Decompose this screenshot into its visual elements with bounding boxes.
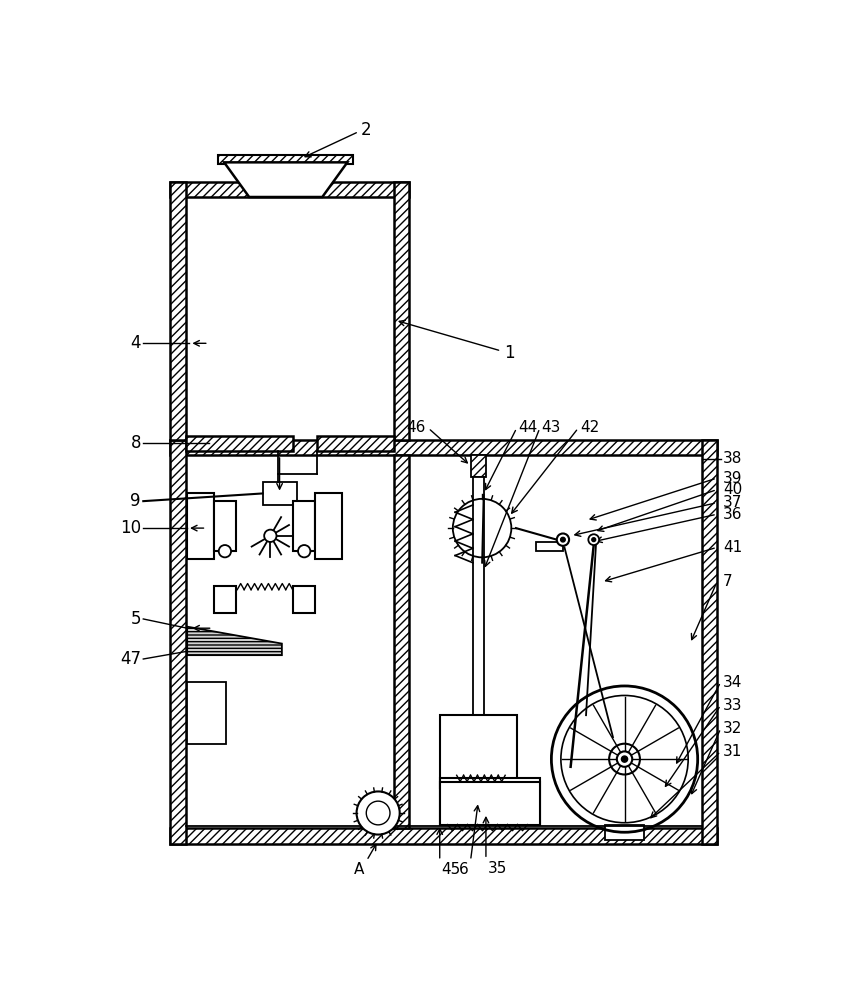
Text: 32: 32 (723, 721, 742, 736)
Circle shape (264, 530, 277, 542)
Text: 37: 37 (723, 495, 742, 510)
Bar (170, 440, 186, 844)
Text: 1: 1 (504, 344, 515, 362)
Bar (187, 493, 214, 559)
Polygon shape (224, 162, 348, 197)
Bar (315, 493, 342, 559)
Text: 41: 41 (723, 540, 742, 555)
Bar (262, 482, 297, 505)
Text: 8: 8 (130, 434, 141, 452)
Bar (475, 729, 482, 775)
Text: 44: 44 (518, 420, 538, 435)
Circle shape (609, 744, 640, 774)
Polygon shape (187, 627, 282, 655)
Text: 9: 9 (130, 492, 141, 510)
Text: 2: 2 (361, 121, 371, 139)
Text: 34: 34 (723, 675, 742, 690)
Bar (170, 182, 409, 197)
Bar (394, 182, 409, 440)
Text: 4: 4 (130, 334, 141, 352)
Bar (186, 436, 293, 451)
Bar (293, 586, 315, 613)
Bar (187, 682, 226, 744)
Text: 35: 35 (487, 861, 507, 876)
Bar (440, 778, 540, 825)
Text: 6: 6 (459, 862, 469, 877)
Bar (440, 782, 540, 825)
Circle shape (298, 545, 310, 557)
Bar (170, 440, 717, 455)
Bar (317, 436, 394, 451)
Bar (218, 155, 354, 164)
Bar (605, 825, 644, 840)
Circle shape (556, 533, 569, 546)
Bar (440, 715, 516, 788)
Text: 45: 45 (441, 862, 461, 877)
Bar (214, 501, 236, 551)
Text: 5: 5 (130, 610, 141, 628)
Circle shape (617, 751, 632, 767)
Text: 40: 40 (723, 482, 742, 497)
Circle shape (592, 538, 596, 542)
Bar (536, 542, 563, 551)
Circle shape (621, 756, 628, 762)
Bar (394, 455, 409, 828)
Bar (473, 477, 484, 715)
Text: 7: 7 (723, 574, 733, 589)
Text: 33: 33 (723, 698, 743, 713)
Text: 38: 38 (723, 451, 742, 466)
Circle shape (589, 534, 599, 545)
Text: 31: 31 (723, 744, 742, 759)
Text: 47: 47 (120, 650, 141, 668)
Circle shape (219, 545, 231, 557)
Circle shape (561, 537, 565, 542)
Bar (214, 586, 236, 613)
Text: 10: 10 (120, 519, 141, 537)
Bar (170, 828, 717, 844)
Bar (701, 440, 717, 844)
Text: 42: 42 (580, 420, 599, 435)
Bar (170, 182, 186, 440)
Text: 43: 43 (541, 420, 561, 435)
Text: 36: 36 (723, 507, 743, 522)
Text: 46: 46 (406, 420, 426, 435)
Text: 39: 39 (723, 471, 743, 486)
Circle shape (357, 791, 400, 835)
Bar (293, 501, 315, 551)
Bar (452, 715, 505, 729)
Bar (470, 455, 486, 477)
Text: A: A (354, 862, 365, 877)
